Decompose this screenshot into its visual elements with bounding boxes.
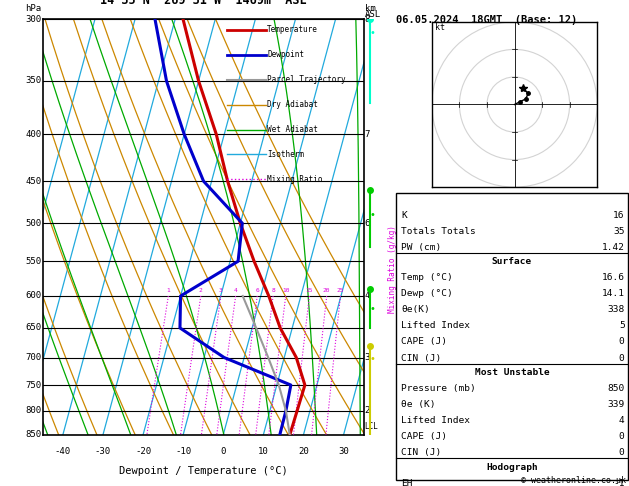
Text: 850: 850 bbox=[608, 384, 625, 393]
Text: 1: 1 bbox=[167, 288, 170, 293]
Text: 35: 35 bbox=[613, 227, 625, 236]
Text: Dry Adiabat: Dry Adiabat bbox=[267, 100, 318, 109]
Text: -10: -10 bbox=[175, 448, 191, 456]
Text: Totals Totals: Totals Totals bbox=[401, 227, 476, 236]
Text: LCL: LCL bbox=[365, 422, 379, 432]
Text: Temperature: Temperature bbox=[267, 25, 318, 35]
Text: θe(K): θe(K) bbox=[401, 305, 430, 314]
Text: 2: 2 bbox=[365, 406, 370, 415]
Text: 300: 300 bbox=[25, 15, 41, 24]
Text: Wet Adiabat: Wet Adiabat bbox=[267, 125, 318, 134]
Text: 4: 4 bbox=[619, 416, 625, 425]
Text: Lifted Index: Lifted Index bbox=[401, 321, 470, 330]
Text: 0: 0 bbox=[221, 448, 226, 456]
Text: Dewp (°C): Dewp (°C) bbox=[401, 289, 453, 298]
Text: 10: 10 bbox=[282, 288, 289, 293]
Text: •: • bbox=[370, 28, 376, 37]
Text: 338: 338 bbox=[608, 305, 625, 314]
Text: Hodograph: Hodograph bbox=[486, 463, 538, 471]
Text: 16.6: 16.6 bbox=[601, 273, 625, 282]
Text: 8: 8 bbox=[271, 288, 275, 293]
Text: 400: 400 bbox=[25, 130, 41, 139]
Text: 850: 850 bbox=[25, 431, 41, 439]
Text: Most Unstable: Most Unstable bbox=[475, 368, 549, 377]
Text: K: K bbox=[401, 211, 407, 220]
Text: 800: 800 bbox=[25, 406, 41, 415]
Text: 14.1: 14.1 bbox=[601, 289, 625, 298]
Text: Parcel Trajectory: Parcel Trajectory bbox=[267, 75, 346, 84]
Text: CIN (J): CIN (J) bbox=[401, 353, 442, 363]
Text: 8: 8 bbox=[365, 15, 370, 24]
Text: Dewpoint: Dewpoint bbox=[267, 50, 304, 59]
Text: 650: 650 bbox=[25, 324, 41, 332]
Text: km: km bbox=[365, 4, 376, 13]
Text: 4: 4 bbox=[234, 288, 238, 293]
Text: •: • bbox=[370, 304, 376, 314]
Text: 0: 0 bbox=[619, 337, 625, 347]
Text: kt: kt bbox=[435, 23, 445, 32]
Text: Mixing Ratio: Mixing Ratio bbox=[267, 175, 323, 184]
Text: CIN (J): CIN (J) bbox=[401, 448, 442, 457]
Text: Mixing Ratio (g/kg): Mixing Ratio (g/kg) bbox=[388, 225, 397, 312]
Text: 0: 0 bbox=[619, 353, 625, 363]
Text: 0: 0 bbox=[619, 448, 625, 457]
Text: 5: 5 bbox=[619, 321, 625, 330]
Text: 20: 20 bbox=[298, 448, 309, 456]
Text: Surface: Surface bbox=[492, 257, 532, 266]
Text: CAPE (J): CAPE (J) bbox=[401, 432, 447, 441]
Text: 339: 339 bbox=[608, 400, 625, 409]
Text: 4: 4 bbox=[365, 292, 370, 300]
Text: 3: 3 bbox=[365, 353, 370, 362]
Text: 600: 600 bbox=[25, 292, 41, 300]
Text: -1: -1 bbox=[613, 479, 625, 486]
Text: 550: 550 bbox=[25, 257, 41, 266]
Text: 20: 20 bbox=[323, 288, 330, 293]
Text: 750: 750 bbox=[25, 381, 41, 390]
Text: PW (cm): PW (cm) bbox=[401, 243, 442, 252]
Text: 2: 2 bbox=[199, 288, 203, 293]
Text: 14°35'N  269°31'W  1469m  ASL: 14°35'N 269°31'W 1469m ASL bbox=[100, 0, 306, 7]
Text: 6: 6 bbox=[365, 219, 370, 228]
Text: θe (K): θe (K) bbox=[401, 400, 436, 409]
Text: Temp (°C): Temp (°C) bbox=[401, 273, 453, 282]
Text: 10: 10 bbox=[258, 448, 269, 456]
Text: 6: 6 bbox=[255, 288, 259, 293]
Text: 15: 15 bbox=[306, 288, 313, 293]
Text: 06.05.2024  18GMT  (Base: 12): 06.05.2024 18GMT (Base: 12) bbox=[396, 15, 577, 25]
Text: -30: -30 bbox=[95, 448, 111, 456]
Text: Isotherm: Isotherm bbox=[267, 150, 304, 159]
Text: 30: 30 bbox=[338, 448, 349, 456]
Text: hPa: hPa bbox=[25, 4, 41, 13]
Text: EH: EH bbox=[401, 479, 413, 486]
Text: -40: -40 bbox=[55, 448, 71, 456]
Text: ASL: ASL bbox=[365, 10, 381, 19]
Text: 3: 3 bbox=[219, 288, 223, 293]
Text: Dewpoint / Temperature (°C): Dewpoint / Temperature (°C) bbox=[119, 466, 287, 476]
Text: Lifted Index: Lifted Index bbox=[401, 416, 470, 425]
Text: •: • bbox=[370, 210, 376, 220]
Text: 0: 0 bbox=[619, 432, 625, 441]
Text: CAPE (J): CAPE (J) bbox=[401, 337, 447, 347]
Text: •: • bbox=[370, 354, 376, 364]
Text: 16: 16 bbox=[613, 211, 625, 220]
Text: 25: 25 bbox=[337, 288, 344, 293]
Text: © weatheronline.co.uk: © weatheronline.co.uk bbox=[521, 476, 626, 485]
Text: -20: -20 bbox=[135, 448, 151, 456]
Text: 700: 700 bbox=[25, 353, 41, 362]
Text: 500: 500 bbox=[25, 219, 41, 228]
Text: 450: 450 bbox=[25, 177, 41, 186]
Text: 7: 7 bbox=[365, 130, 370, 139]
Text: Pressure (mb): Pressure (mb) bbox=[401, 384, 476, 393]
Text: 350: 350 bbox=[25, 76, 41, 86]
Text: 1.42: 1.42 bbox=[601, 243, 625, 252]
